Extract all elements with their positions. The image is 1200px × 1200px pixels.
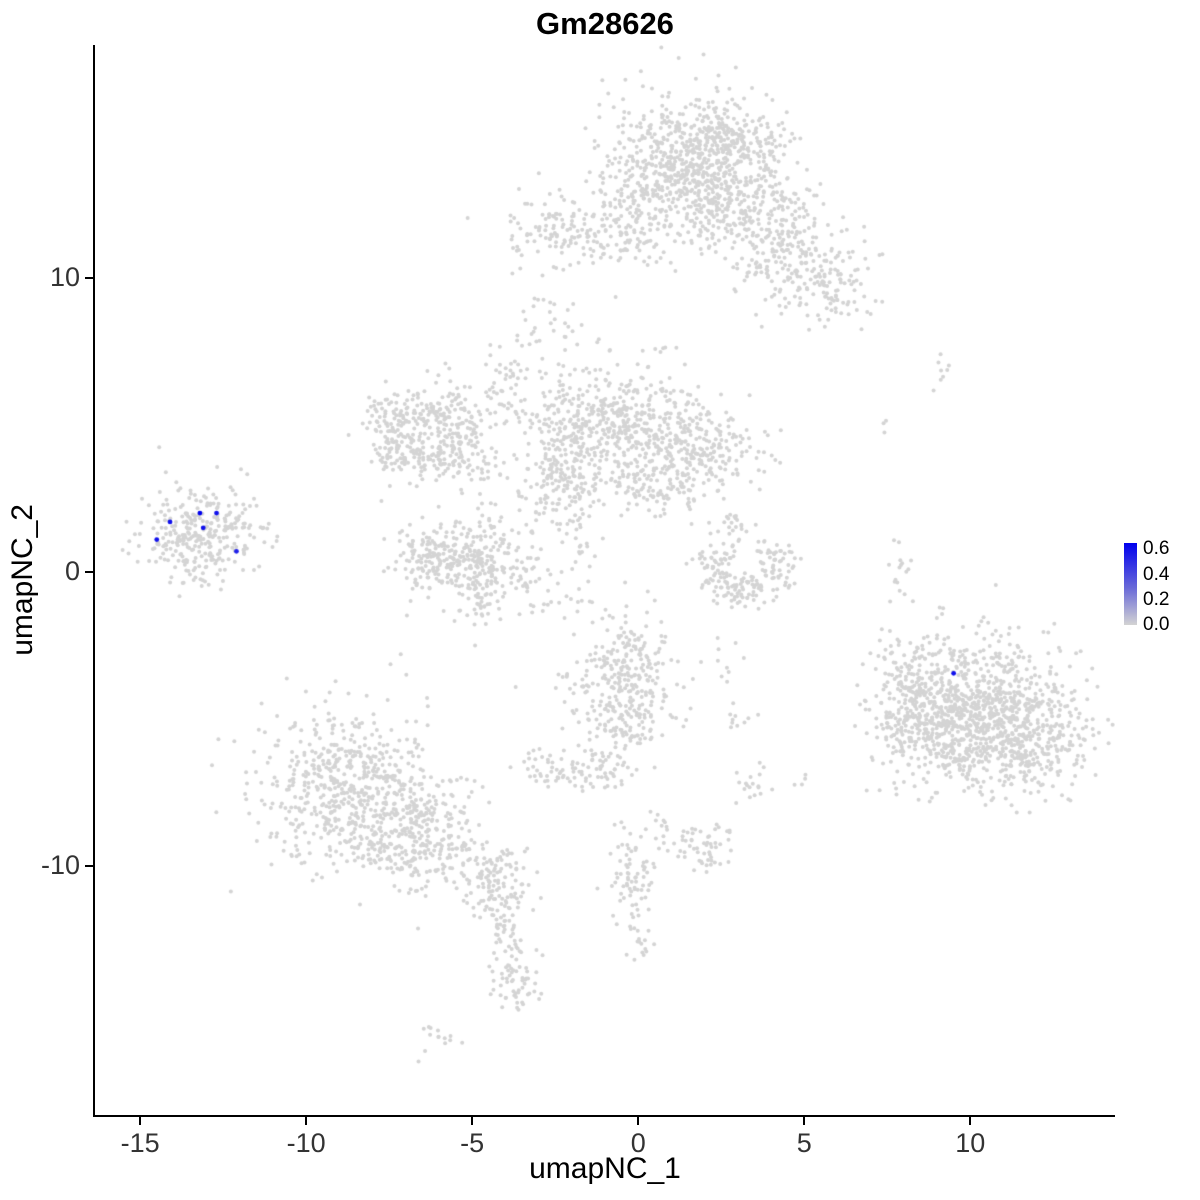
y-tick-mark <box>85 864 93 867</box>
x-tick-label: -10 <box>286 1128 326 1158</box>
x-tick-label: 0 <box>630 1128 646 1158</box>
x-axis-line <box>93 1115 1115 1117</box>
x-axis-title: umapNC_1 <box>529 1152 681 1185</box>
legend-tick-label: 0.4 <box>1143 563 1170 585</box>
y-tick-label: 0 <box>64 555 80 586</box>
legend-tick-label: 0.2 <box>1143 588 1170 610</box>
x-tick-mark <box>139 1117 142 1125</box>
x-tick-mark <box>471 1117 474 1125</box>
y-tick-label: 10 <box>49 261 80 292</box>
x-tick-label: 5 <box>796 1128 812 1158</box>
legend-gradient-bar <box>1124 543 1137 625</box>
x-tick-mark <box>637 1117 640 1125</box>
y-tick-mark <box>85 570 93 573</box>
x-tick-label: 10 <box>955 1128 986 1158</box>
x-tick-mark <box>803 1117 806 1125</box>
y-tick-mark <box>85 276 93 279</box>
x-tick-label: -15 <box>120 1128 160 1158</box>
legend-tick-label: 0.6 <box>1143 538 1170 560</box>
y-tick-label: -10 <box>40 849 80 880</box>
expression-legend: 0.6 0.4 0.2 0.0 <box>1124 539 1200 635</box>
plot-title: Gm28626 <box>536 6 674 41</box>
umap-canvas <box>95 45 1115 1115</box>
legend-tick-label: 0.0 <box>1143 614 1170 635</box>
y-axis-line <box>93 45 95 1117</box>
x-tick-label: -5 <box>460 1128 485 1158</box>
x-tick-mark <box>969 1117 972 1125</box>
x-tick-mark <box>305 1117 308 1125</box>
